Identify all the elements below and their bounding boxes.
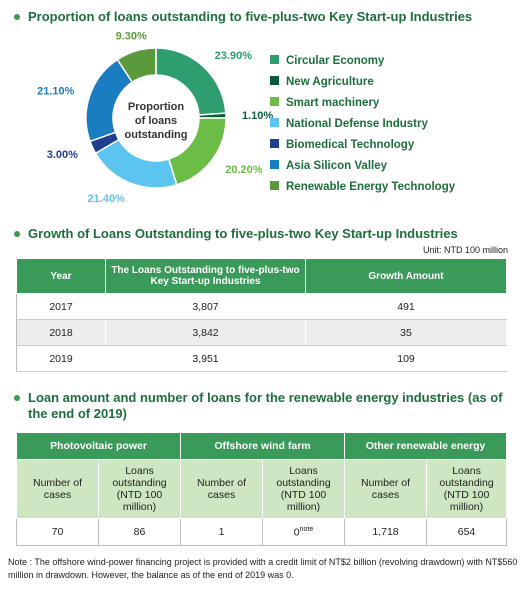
group-header: Offshore wind farm: [179, 432, 346, 460]
sub-header: Number of cases: [180, 459, 263, 519]
header-cell: Growth Amount: [305, 258, 507, 294]
cell: 1: [180, 518, 263, 546]
sub-header: Number of cases: [344, 459, 428, 519]
group-header: Photovoltaic power: [16, 432, 181, 460]
pie-slice: [116, 47, 157, 84]
sub-header: Loans outstanding (NTD 100 million): [261, 459, 346, 519]
legend-swatch: [270, 118, 279, 127]
note-marker: note: [299, 525, 314, 533]
unit-label: Unit: NTD 100 million: [422, 245, 508, 255]
cell: 109: [305, 345, 507, 372]
renewable-table: Photovoltaic power Offshore wind farm Othe…: [16, 432, 508, 546]
note: Note : The offshore wind-power financing…: [8, 557, 518, 580]
value-label: 1.10%: [242, 110, 273, 122]
legend-label: National Defense Industry: [286, 118, 428, 130]
cell: 2018: [16, 319, 106, 346]
legend-label: Smart machinery: [286, 97, 380, 109]
cell: 86: [98, 518, 181, 546]
cell: 0note: [261, 518, 346, 546]
cell: 1,718: [344, 518, 428, 546]
cell: 35: [305, 319, 507, 346]
sub-header: Number of cases: [16, 459, 99, 519]
section-title: Loan amount and number of loans for the …: [14, 390, 508, 422]
section-title: Growth of Loans Outstanding to five-plus…: [14, 226, 458, 242]
cell: 2019: [16, 345, 106, 372]
value-label: 20.20%: [225, 164, 263, 176]
cell: 3,807: [105, 293, 306, 320]
center-label: of loans: [135, 115, 177, 127]
center-label: Proportion: [128, 101, 184, 113]
legend-label: Circular Economy: [286, 55, 385, 67]
pie-chart: 23.90% Circular Economy 1.10% New Agricultu…: [37, 31, 456, 206]
cell: 654: [426, 518, 508, 546]
legend-swatch: [270, 97, 279, 106]
sub-header: Loans outstanding (NTD 100 million): [98, 459, 181, 519]
section-title: Proportion of loans outstanding to five-…: [14, 9, 472, 25]
growth-table: Year The Loans Outstanding to five-plus-t…: [16, 258, 507, 372]
legend-label: Biomedical Technology: [286, 139, 415, 151]
legend-swatch: [270, 160, 279, 169]
cell-value: 0: [293, 526, 300, 539]
legend-label: Renewable Energy Technology: [286, 181, 456, 193]
legend-label: New Agriculture: [286, 76, 374, 88]
header-cell: The Loans Outstanding to five-plus-two K…: [105, 258, 306, 294]
legend-swatch: [270, 55, 279, 64]
center-label: outstanding: [125, 129, 188, 141]
cell: 491: [305, 293, 507, 320]
legend-swatch: [270, 139, 279, 148]
cell: 3,951: [105, 345, 306, 372]
legend-label: Asia Silicon Valley: [286, 160, 388, 172]
value-label: 23.90%: [215, 50, 253, 62]
cell: 2017: [16, 293, 106, 320]
cell: 70: [16, 518, 99, 546]
value-label: 9.30%: [116, 31, 147, 43]
group-header: Other renewable energy: [344, 432, 508, 460]
sub-header: Loans outstanding (NTD 100 million): [426, 459, 508, 519]
value-label: 3.00%: [47, 149, 78, 161]
value-label: 21.40%: [88, 193, 126, 205]
value-label: 21.10%: [37, 86, 75, 98]
header-cell: Year: [16, 258, 106, 294]
legend-swatch: [270, 181, 279, 190]
cell: 3,842: [105, 319, 306, 346]
legend-swatch: [270, 76, 279, 85]
